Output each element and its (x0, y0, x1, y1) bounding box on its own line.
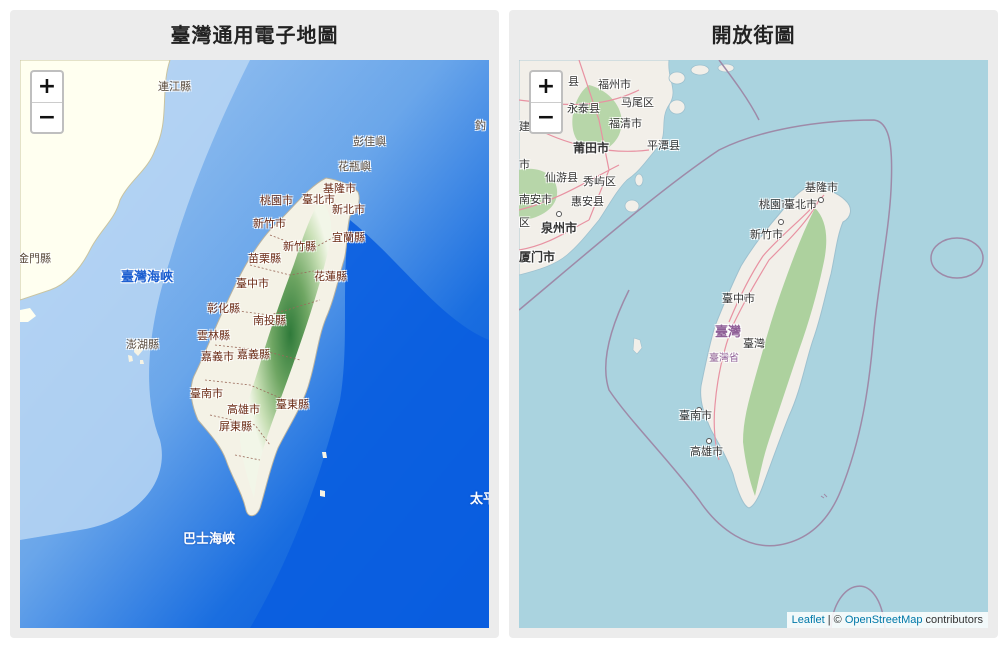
label-yongtai: 永泰县 (567, 102, 600, 115)
label-mawei: 马尾区 (621, 96, 654, 109)
label-hualien: 花蓮縣 (314, 270, 347, 283)
label-changhua: 彰化縣 (207, 302, 240, 315)
label-lianjiang: 連江縣 (158, 80, 191, 93)
label-tainan: 臺南市 (190, 387, 223, 400)
label-taichung: 臺中市 (722, 292, 755, 305)
label-taiwan-province: 臺灣省 (709, 353, 739, 364)
zoom-out-button[interactable]: − (32, 102, 62, 132)
tgos-map-panel: 臺灣通用電子地圖 (10, 10, 499, 638)
panel-title: 開放街圖 (711, 23, 796, 47)
label-tainan: 臺南市 (679, 409, 712, 422)
zoom-control: + − (30, 70, 64, 134)
label-pingtung: 屏東縣 (219, 420, 252, 433)
label-xian: 县 (568, 75, 579, 88)
tgos-map-background (20, 60, 489, 628)
label-kaohsiung: 高雄市 (690, 445, 723, 458)
label-nanan: 南安市 (519, 193, 552, 206)
label-jian: 建 (519, 120, 530, 133)
label-xianyou: 仙游县 (545, 171, 578, 184)
label-newtaipei: 新北市 (332, 203, 365, 216)
label-taiwan-strait: 臺灣海峽 (121, 270, 174, 285)
label-pacific: 太平 (470, 492, 489, 507)
attribution-contributors: contributors (922, 614, 983, 626)
zoom-out-button[interactable]: − (531, 102, 561, 132)
osm-map-background (519, 60, 988, 628)
panel-title: 臺灣通用電子地圖 (170, 23, 339, 47)
label-diaoyu: 釣 (475, 119, 486, 132)
label-hsinchu-city: 新竹市 (253, 217, 286, 230)
label-hsinchu: 新竹市 (750, 228, 783, 241)
label-keelung: 基隆市 (805, 181, 838, 194)
label-yilan: 宜蘭縣 (332, 231, 365, 244)
leaflet-link[interactable]: Leaflet (791, 614, 825, 626)
attribution: Leaflet | © OpenStreetMap contributors (786, 612, 988, 628)
label-hsinchu-county: 新竹縣 (283, 240, 316, 253)
attribution-separator: | © (824, 614, 845, 626)
label-taichung: 臺中市 (236, 277, 269, 290)
osm-map[interactable]: + − 福州市 马尾区 永泰县 福清市 莆田市 平潭县 仙游县 秀屿区 南安市 … (519, 60, 988, 628)
label-taipei: 臺北市 (784, 198, 817, 211)
label-chiayi-county: 嘉義縣 (237, 348, 270, 361)
zoom-in-button[interactable]: + (37, 74, 57, 99)
label-fuzhou: 福州市 (598, 78, 631, 91)
label-kinmen: 金門縣 (20, 252, 51, 265)
label-yunlin: 雲林縣 (197, 329, 230, 342)
label-huaping: 花瓶嶼 (338, 160, 371, 173)
label-penghu: 澎湖縣 (126, 338, 159, 351)
label-chiayi-city: 嘉義市 (201, 350, 234, 363)
tgos-map[interactable]: + − 連江縣 金門縣 彭佳嶼 花瓶嶼 釣 基隆市 臺北市 桃園市 新北市 新竹… (20, 60, 489, 628)
label-kaohsiung: 高雄市 (227, 403, 260, 416)
label-keelung: 基隆市 (323, 182, 356, 195)
label-taiwan: 臺灣 (743, 337, 765, 350)
label-taipei: 臺北市 (302, 193, 335, 206)
osm-link[interactable]: OpenStreetMap (844, 614, 923, 626)
label-fuqing: 福清市 (609, 117, 642, 130)
label-taoyuan: 桃園市 (260, 194, 293, 207)
label-putian: 莆田市 (573, 141, 610, 155)
label-pengjia: 彭佳嶼 (353, 135, 386, 148)
zoom-in-button[interactable]: + (536, 74, 556, 99)
label-huian: 惠安县 (571, 195, 604, 208)
label-taoyuan: 桃園市 (759, 198, 792, 211)
label-taiwan-big: 臺灣 (715, 325, 742, 340)
label-taitung: 臺東縣 (276, 398, 309, 411)
label-miaoli: 苗栗縣 (248, 252, 281, 265)
label-qu: 区 (519, 216, 530, 229)
label-shi: 市 (519, 158, 530, 171)
label-nantou: 南投縣 (253, 314, 286, 327)
label-xiuyu: 秀屿区 (583, 175, 616, 188)
osm-map-panel: 開放街圖 (509, 10, 998, 638)
zoom-control: + − (529, 70, 563, 134)
label-pingtan: 平潭县 (647, 139, 680, 152)
label-xiamen: 厦门市 (519, 250, 556, 264)
label-bashi-channel: 巴士海峽 (183, 532, 236, 547)
label-quanzhou: 泉州市 (541, 221, 578, 235)
